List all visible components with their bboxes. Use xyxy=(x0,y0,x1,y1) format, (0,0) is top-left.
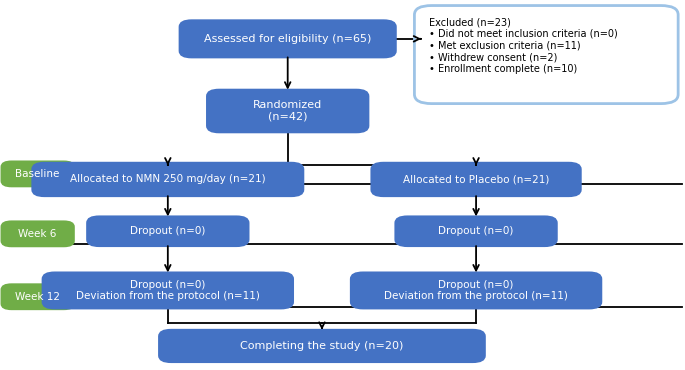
Text: Week 6: Week 6 xyxy=(18,229,57,239)
Text: Dropout (n=0)
Deviation from the protocol (n=11): Dropout (n=0) Deviation from the protoco… xyxy=(76,280,260,301)
FancyBboxPatch shape xyxy=(351,272,601,309)
FancyBboxPatch shape xyxy=(1,161,74,186)
FancyBboxPatch shape xyxy=(42,272,293,309)
FancyBboxPatch shape xyxy=(1,284,74,309)
Text: Completing the study (n=20): Completing the study (n=20) xyxy=(240,341,403,351)
Text: Allocated to Placebo (n=21): Allocated to Placebo (n=21) xyxy=(403,174,549,185)
Text: Dropout (n=0): Dropout (n=0) xyxy=(438,226,514,236)
FancyBboxPatch shape xyxy=(207,90,369,132)
FancyBboxPatch shape xyxy=(32,163,303,196)
FancyBboxPatch shape xyxy=(414,6,678,104)
Text: Dropout (n=0)
Deviation from the protocol (n=11): Dropout (n=0) Deviation from the protoco… xyxy=(384,280,568,301)
Text: Assessed for eligibility (n=65): Assessed for eligibility (n=65) xyxy=(204,34,371,44)
FancyBboxPatch shape xyxy=(87,216,249,246)
FancyBboxPatch shape xyxy=(179,20,396,57)
Text: Baseline: Baseline xyxy=(16,169,60,179)
Text: Randomized
(n=42): Randomized (n=42) xyxy=(253,100,323,122)
Text: Week 12: Week 12 xyxy=(15,292,60,302)
Text: Excluded (n=23)
• Did not meet inclusion criteria (n=0)
• Met exclusion criteria: Excluded (n=23) • Did not meet inclusion… xyxy=(429,17,619,74)
FancyBboxPatch shape xyxy=(395,216,557,246)
Text: Dropout (n=0): Dropout (n=0) xyxy=(130,226,206,236)
FancyBboxPatch shape xyxy=(159,330,485,362)
Text: Allocated to NMN 250 mg/day (n=21): Allocated to NMN 250 mg/day (n=21) xyxy=(70,174,266,185)
FancyBboxPatch shape xyxy=(371,163,581,196)
FancyBboxPatch shape xyxy=(1,221,74,246)
